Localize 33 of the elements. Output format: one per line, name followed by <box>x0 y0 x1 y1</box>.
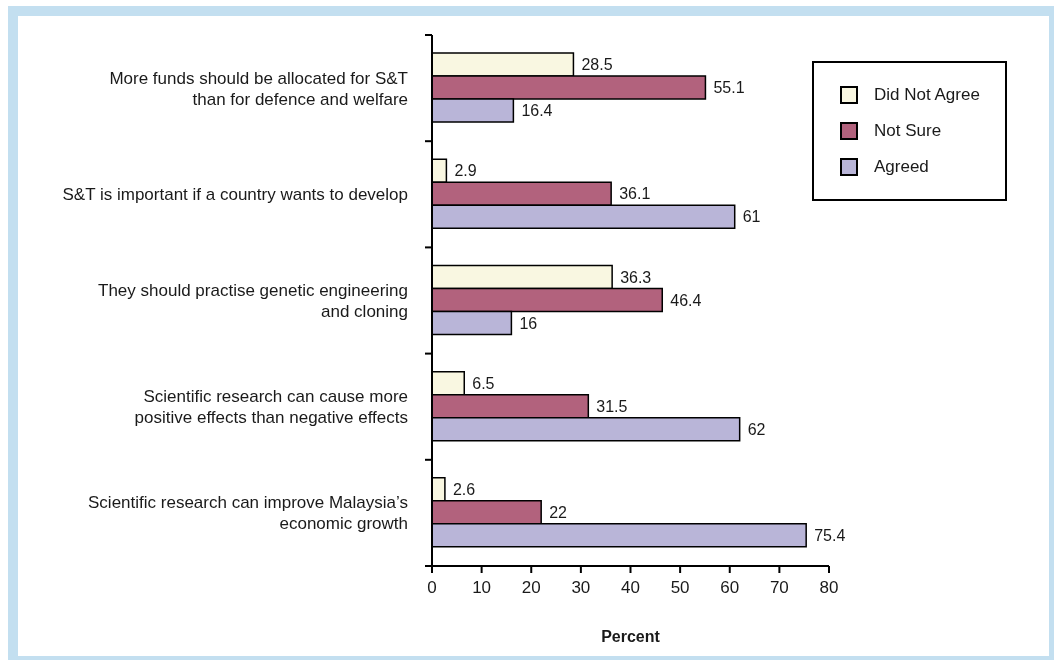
data-label: 22 <box>549 504 568 522</box>
x-tick-label: 0 <box>427 578 437 598</box>
y-tick-label: They should practise genetic engineering and cloning <box>98 280 408 321</box>
data-label: 16 <box>519 314 538 332</box>
y-tick-label: S&T is important if a country wants to develop <box>62 185 408 205</box>
x-tick-label: 50 <box>670 578 690 598</box>
data-label: 16.4 <box>521 102 553 120</box>
data-label: 55.1 <box>713 79 745 97</box>
legend-label: Did Not Agree <box>874 85 980 105</box>
legend-label: Agreed <box>874 157 929 177</box>
data-label: 2.9 <box>454 162 477 180</box>
x-tick-label: 70 <box>769 578 789 598</box>
data-label: 62 <box>747 420 766 438</box>
data-label: 46.4 <box>670 291 702 309</box>
x-tick-label: 60 <box>720 578 740 598</box>
y-tick-label: Scientific research can improve Malaysia’s economic growth <box>88 493 408 534</box>
x-tick-label: 80 <box>819 578 839 598</box>
x-axis-title: Percent <box>601 628 661 645</box>
data-label: 31.5 <box>596 397 628 415</box>
data-label: 28.5 <box>581 56 613 74</box>
x-tick-label: 30 <box>571 578 591 598</box>
data-label: 61 <box>742 208 761 226</box>
data-label: 36.3 <box>620 268 652 286</box>
y-tick-label: More funds should be allocated for S&T than for defence and welfare <box>109 68 408 109</box>
y-tick-label: Scientific research can cause more positive effects than negative effects <box>134 387 408 428</box>
x-tick-label: 40 <box>621 578 640 598</box>
legend-label: Not Sure <box>874 121 942 141</box>
data-label: 36.1 <box>619 185 651 203</box>
data-label: 2.6 <box>452 481 476 499</box>
x-tick-label: 20 <box>521 578 541 598</box>
data-label: 75.4 <box>814 527 846 545</box>
data-label: 6.5 <box>472 374 495 392</box>
x-tick-label: 10 <box>472 578 492 598</box>
